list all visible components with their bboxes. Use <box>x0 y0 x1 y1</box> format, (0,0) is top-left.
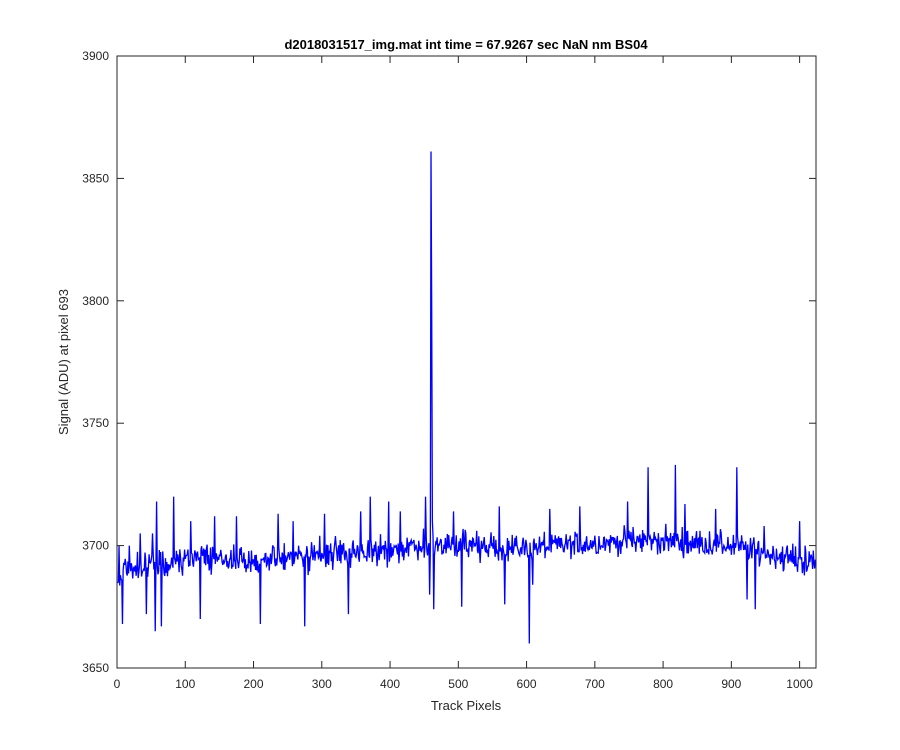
plot-area <box>117 56 816 668</box>
y-axis-label: Signal (ADU) at pixel 693 <box>56 289 71 435</box>
x-tick-label-5: 500 <box>448 677 468 691</box>
chart-title: d2018031517_img.mat int time = 67.9267 s… <box>284 37 648 52</box>
series-line-0 <box>117 151 817 644</box>
x-tick-label-3: 300 <box>312 677 332 691</box>
series-group <box>117 151 817 644</box>
x-axis-label: Track Pixels <box>431 698 502 713</box>
y-tick-label-0: 3650 <box>82 661 109 675</box>
x-tick-label-9: 900 <box>721 677 741 691</box>
y-tick-label-3: 3800 <box>82 294 109 308</box>
x-tick-label-4: 400 <box>380 677 400 691</box>
x-tick-label-8: 800 <box>653 677 673 691</box>
x-tick-label-10: 1000 <box>786 677 813 691</box>
ticks-group: 0 100 200 300 400 500 600 700 800 900 1000 3650 3700… <box>82 49 816 691</box>
y-tick-label-5: 3900 <box>82 49 109 63</box>
plot-frame <box>116 55 817 669</box>
x-tick-label-7: 700 <box>585 677 605 691</box>
x-tick-label-0: 0 <box>114 677 121 691</box>
x-tick-label-1: 100 <box>175 677 195 691</box>
y-tick-label-1: 3700 <box>82 539 109 553</box>
x-tick-label-2: 200 <box>244 677 264 691</box>
y-tick-label-4: 3850 <box>82 171 109 185</box>
y-tick-label-2: 3750 <box>82 416 109 430</box>
x-tick-label-6: 600 <box>517 677 537 691</box>
